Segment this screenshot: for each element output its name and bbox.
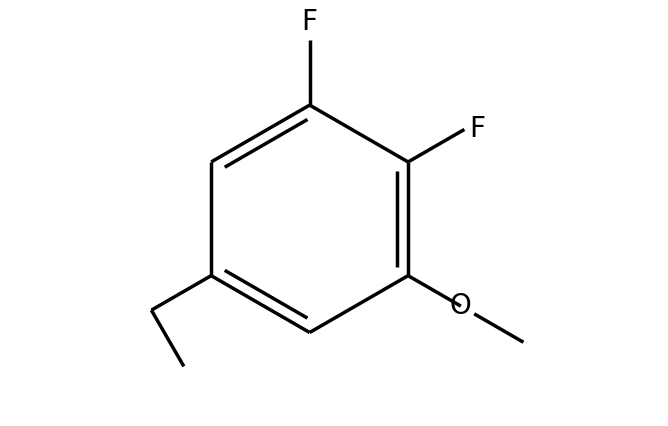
Text: F: F <box>302 8 318 36</box>
Text: O: O <box>450 292 472 320</box>
Text: F: F <box>469 115 485 144</box>
